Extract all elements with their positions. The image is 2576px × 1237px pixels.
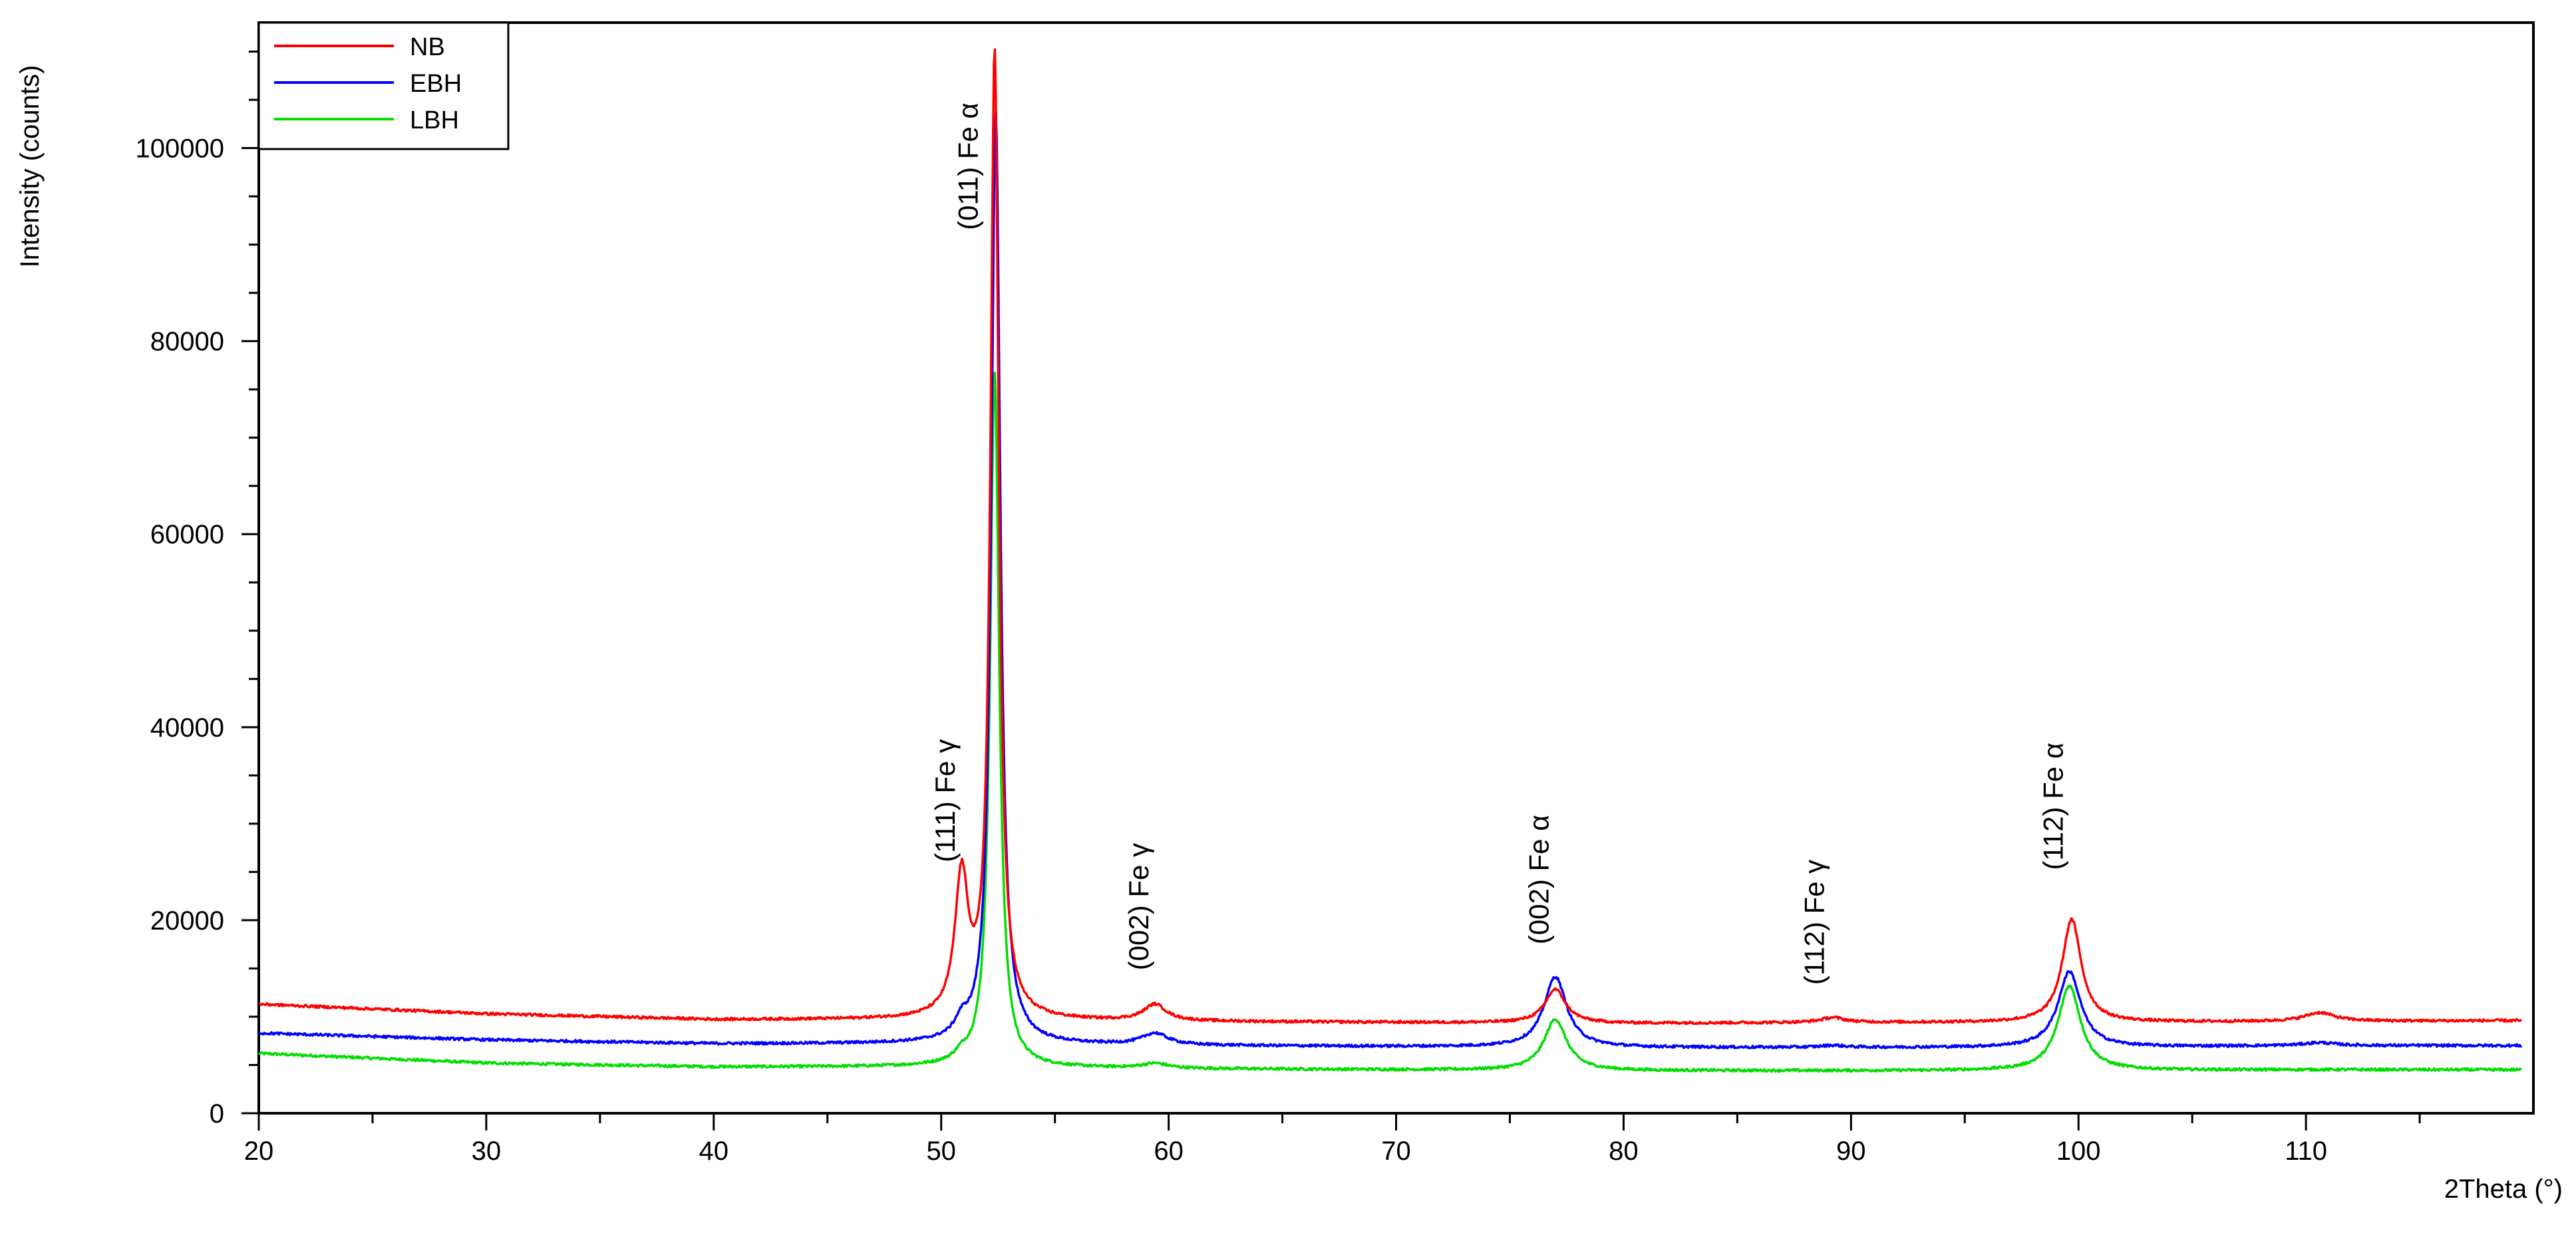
series-line-lbh (257, 371, 2523, 1073)
y-tick-label: 60000 (150, 520, 224, 550)
y-tick-label: 40000 (150, 713, 224, 743)
peak-annotations: (111) Fe γ (011) Fe α (002) Fe γ (002) Fe α… (929, 102, 2068, 985)
y-tick-label: 100000 (136, 134, 224, 164)
legend-label-nb: NB (410, 33, 445, 61)
x-tick-label: 20 (244, 1137, 274, 1166)
peak-label: (111) Fe γ (929, 739, 961, 862)
peak-label: (002) Fe α (1524, 815, 1555, 945)
x-tick-label: 70 (1381, 1137, 1411, 1166)
peak-label: (112) Fe γ (1798, 860, 1830, 985)
y-tick-label: 80000 (150, 327, 224, 357)
x-tick-label: 110 (2285, 1137, 2327, 1166)
legend: NB EBH LBH (257, 21, 510, 150)
series-line-nb (258, 48, 2523, 1025)
x-axis: 20 30 40 50 60 70 80 90 100 110 (244, 1113, 2421, 1166)
peak-label: (002) Fe γ (1123, 843, 1154, 970)
x-tick-label: 30 (472, 1137, 502, 1166)
x-tick-label: 40 (699, 1137, 729, 1166)
x-axis-title: 2Theta (°) (2444, 1174, 2563, 1204)
peak-label: (011) Fe α (952, 102, 983, 230)
y-tick-label: 20000 (150, 906, 224, 936)
series-lines (257, 48, 2523, 1073)
y-axis-title: Intensity (counts) (15, 65, 45, 268)
y-axis: 0 20000 40000 60000 80000 100000 (136, 51, 259, 1129)
x-tick-label: 90 (1836, 1137, 1866, 1166)
x-tick-label: 80 (1609, 1137, 1639, 1166)
y-tick-label: 0 (210, 1099, 224, 1129)
legend-label-ebh: EBH (410, 70, 462, 98)
peak-label: (112) Fe α (2037, 743, 2068, 870)
legend-label-lbh: LBH (410, 106, 459, 134)
x-tick-label: 60 (1154, 1137, 1184, 1166)
legend-box (257, 21, 510, 150)
x-tick-label: 50 (926, 1137, 956, 1166)
series-line-ebh (257, 110, 2523, 1050)
plot-frame (257, 21, 2535, 1115)
x-tick-label: 100 (2056, 1137, 2101, 1166)
